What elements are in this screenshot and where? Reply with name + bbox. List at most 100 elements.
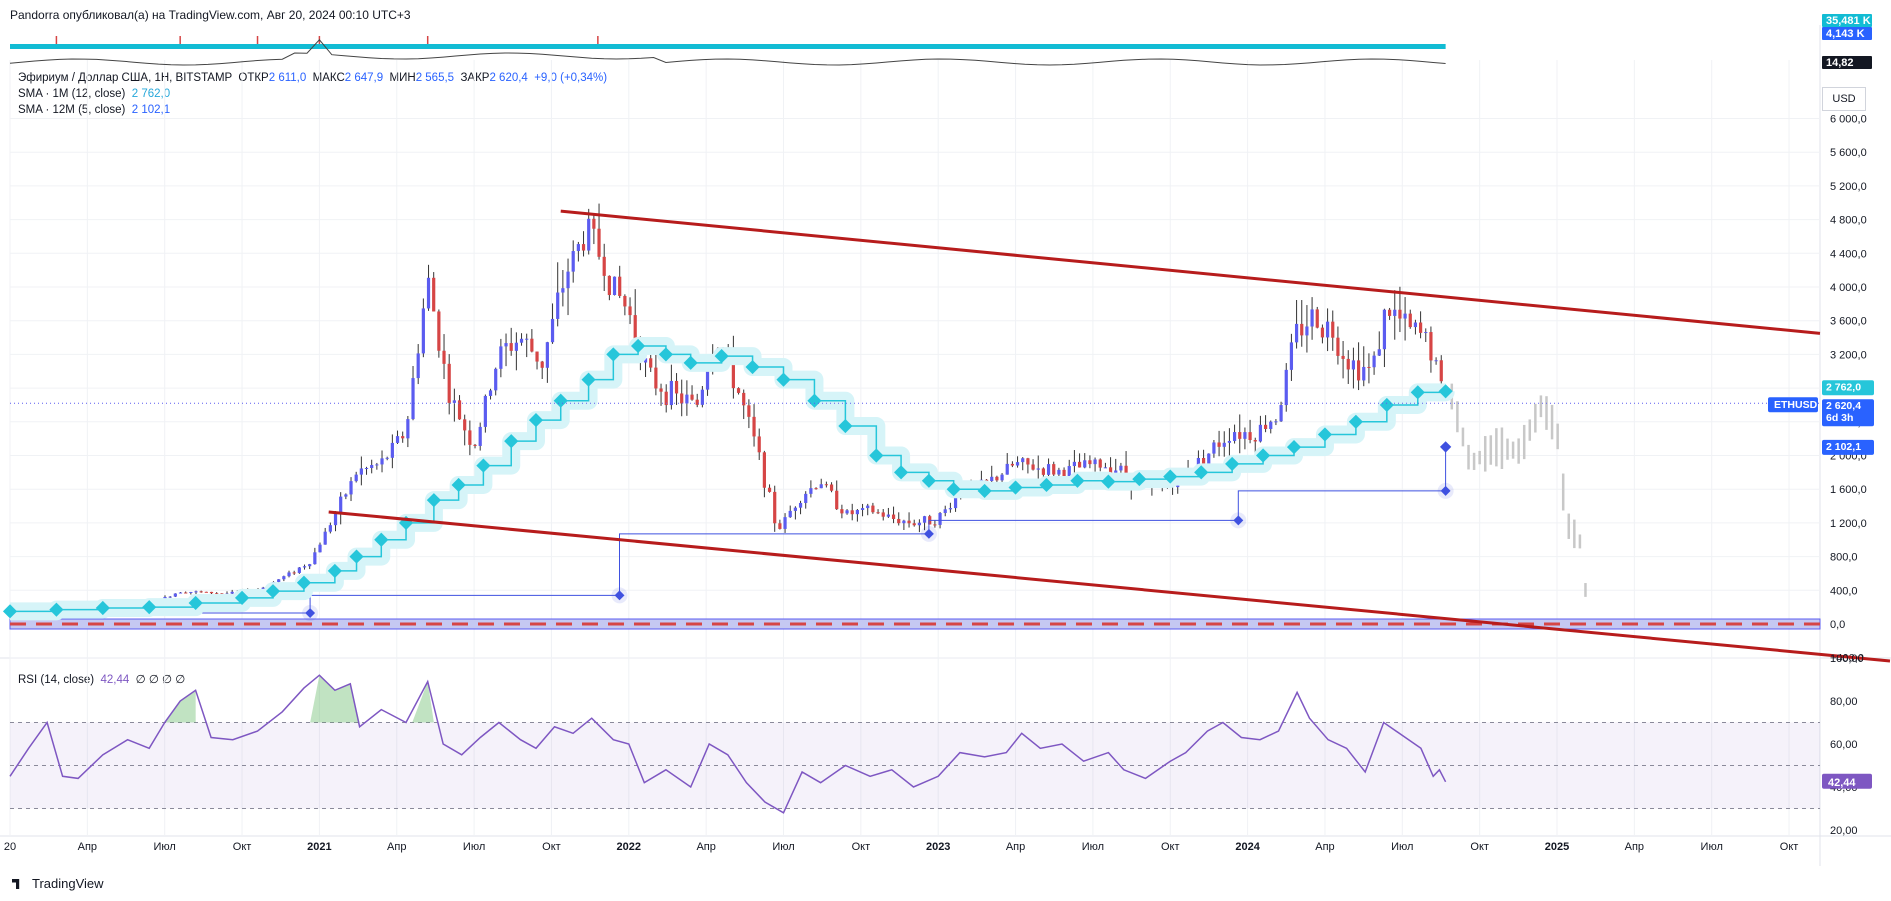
candle-body (659, 388, 663, 392)
candle-body (556, 292, 560, 319)
candle-body (178, 592, 183, 594)
symbol-legend: Эфириум / Доллар США, 1H, BITSTAMP ОТКР 2… (18, 72, 607, 84)
candle-body (747, 405, 751, 417)
candle-body (1325, 321, 1330, 338)
candle-body (1398, 309, 1402, 319)
sma-1m-marker (49, 602, 64, 617)
rsi-legend[interactable]: RSI (14, close) 42,44 ∅ ∅ ∅ ∅ (18, 672, 185, 686)
candle-body (297, 567, 301, 573)
candle-body (995, 476, 999, 481)
candle-body (318, 544, 322, 553)
candle-body (762, 452, 766, 488)
candle-body (798, 502, 803, 508)
symbol-name: Эфириум / Доллар США, 1H, BITSTAMP (18, 72, 232, 84)
time-tick-label: Июл (154, 841, 176, 853)
candle-body (866, 505, 870, 509)
candle-body (199, 591, 203, 593)
candle-body (519, 338, 524, 343)
candle-body (1232, 432, 1237, 441)
candle-body (618, 276, 622, 296)
candle-body (1274, 421, 1278, 423)
candle-body (628, 306, 632, 316)
candle-body (1088, 460, 1092, 465)
candle-body (1036, 468, 1040, 470)
sma-1m-marker (476, 458, 491, 473)
sma-1m-marker (1039, 477, 1054, 493)
candle-body (204, 591, 208, 593)
volume-label-bg (1822, 14, 1872, 27)
high-label: МАКС (312, 72, 345, 84)
candle-body (757, 436, 761, 453)
candle-body (819, 484, 823, 489)
candle-body (468, 430, 472, 445)
candle-body (1387, 309, 1392, 316)
candle-body (731, 353, 735, 389)
sma1-legend[interactable]: SMA · 1M (12, close) 2 762,0 (18, 88, 170, 100)
sma-12m-marker (923, 528, 934, 539)
time-tick-label: Апр (387, 841, 406, 853)
sma-1m-marker (1101, 474, 1116, 489)
candle-body (943, 509, 947, 514)
candle-body (550, 318, 555, 343)
candle-body (917, 522, 921, 526)
sma-1m-marker (1438, 384, 1453, 399)
candle-body (287, 572, 291, 577)
high-value: 2 647,9 (344, 72, 384, 84)
time-tick-label: Окт (1161, 841, 1180, 853)
candle-body (1031, 464, 1035, 470)
sma2-legend[interactable]: SMA · 12M (5, close) 2 102,1 (18, 104, 170, 116)
candle-body (680, 393, 684, 404)
candle-body (1258, 424, 1263, 442)
candle-body (1196, 457, 1201, 470)
time-tick-label: Июл (1391, 841, 1413, 853)
sma-1m-marker (894, 465, 909, 480)
candle-body (1362, 366, 1366, 381)
candle-body (339, 496, 343, 514)
sma-1m-marker (1194, 465, 1209, 480)
candle-body (566, 271, 570, 289)
candle-body (1201, 457, 1206, 466)
open-label: ОТКР (238, 72, 269, 84)
candle-body (773, 491, 777, 524)
candle-body (897, 518, 901, 524)
candle-body (654, 367, 658, 389)
candle-body (1424, 332, 1428, 334)
sma-1m-marker (1132, 472, 1147, 487)
tradingview-logo[interactable]: TradingView (12, 876, 104, 891)
candle-body (1413, 322, 1418, 328)
candle-body (1346, 358, 1350, 370)
candle-body (168, 596, 172, 598)
change-value: +9,0 (+0,34%) (534, 72, 608, 84)
channel-upper-line (560, 209, 1821, 335)
currency-selector[interactable]: USD (1822, 87, 1866, 111)
rsi-line (9, 674, 1447, 814)
candle-body (685, 394, 689, 404)
candle-body (607, 275, 611, 296)
rsi-overbought-fill (310, 675, 360, 723)
sma-12m-price-label: 2 102,1 (1826, 441, 1861, 453)
candle-body (778, 523, 782, 529)
candle-body (891, 514, 896, 519)
candle-body (1015, 462, 1020, 466)
time-tick-label: 2023 (926, 841, 950, 853)
candle-body (700, 389, 704, 405)
time-tick-label: 2022 (617, 841, 641, 853)
price-tick-label: 6 000,0 (1830, 114, 1867, 126)
candle-body (416, 353, 420, 379)
sma-12m-price-label-bg (1822, 439, 1874, 455)
time-tick-label: Окт (542, 841, 561, 853)
candle-body (912, 523, 916, 526)
time-tick-label: Июл (1082, 841, 1104, 853)
candle-body (1248, 432, 1252, 440)
candle-body (333, 513, 338, 526)
sma-1m-marker (1256, 448, 1271, 463)
candle-body (1418, 322, 1423, 333)
candle-body (432, 277, 436, 312)
candle-body (1005, 463, 1009, 475)
candle-body (499, 346, 503, 369)
candle-body (277, 579, 281, 582)
candle-body (845, 510, 849, 514)
candle-body (1010, 463, 1014, 466)
candle-body (1207, 453, 1211, 466)
